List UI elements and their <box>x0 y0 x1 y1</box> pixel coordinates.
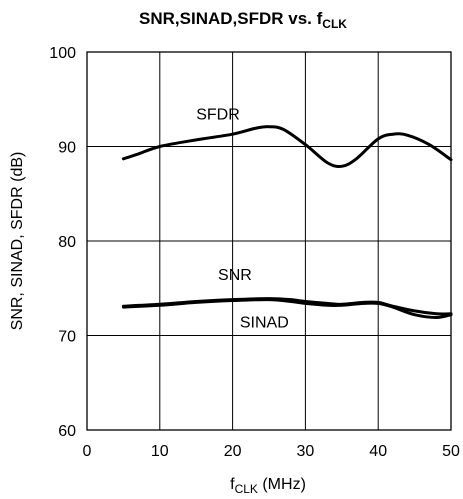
series-labels: SFDR SNR SINAD <box>196 106 289 331</box>
x-axis-label-tail: (MHz) <box>258 476 306 493</box>
chart-title-main: SNR,SINAD,SFDR vs. f <box>139 9 323 28</box>
series-line-sinad <box>121 298 453 319</box>
x-tick-label: 50 <box>442 443 460 460</box>
plot-frame <box>86 51 452 431</box>
x-tick-label: 30 <box>297 443 315 460</box>
x-tick-label: 10 <box>151 443 169 460</box>
y-tick-label: 60 <box>58 423 76 440</box>
grid <box>87 52 451 430</box>
y-tick-label: 90 <box>58 140 76 157</box>
x-axis-label: fCLK (MHz) <box>230 476 306 496</box>
y-axis-label: SNR, SINAD, SFDR (dB) <box>9 152 26 331</box>
y-tick-label: 70 <box>58 329 76 346</box>
y-tick-label: 80 <box>58 234 76 251</box>
y-tick-label: 100 <box>49 45 76 62</box>
x-tick-label: 20 <box>224 443 242 460</box>
series-label-snr: SNR <box>218 267 252 284</box>
series-label-sfdr: SFDR <box>196 106 240 123</box>
x-tick-labels: 0 10 20 30 40 50 <box>83 443 460 460</box>
data-curves <box>121 125 453 319</box>
x-axis-label-main: f <box>230 476 235 493</box>
chart-title-sub: CLK <box>322 17 347 31</box>
chart-title: SNR,SINAD,SFDR vs. fCLK <box>139 9 347 31</box>
x-tick-label: 0 <box>83 443 92 460</box>
series-label-sinad: SINAD <box>240 314 289 331</box>
x-axis-label-sub: CLK <box>235 482 258 496</box>
x-tick-label: 40 <box>369 443 387 460</box>
y-tick-labels: 60 70 80 90 100 <box>49 45 76 440</box>
series-line-sfdr <box>121 125 453 169</box>
